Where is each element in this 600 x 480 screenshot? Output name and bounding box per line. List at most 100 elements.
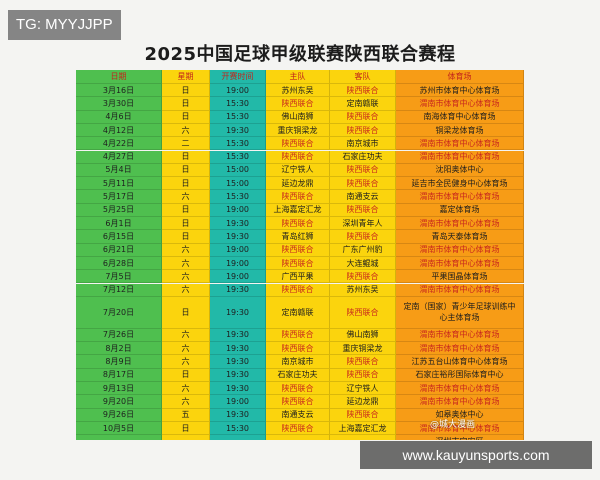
venue-cell: 渭南市体育中心体育场	[396, 137, 524, 151]
weekday-cell: 日	[162, 203, 210, 217]
date-cell: 6月15日	[76, 230, 162, 244]
time-cell: 19:00	[210, 243, 266, 257]
away-team-cell: 苏州东吴	[330, 283, 396, 297]
weekday-cell: 日	[162, 217, 210, 231]
table-row: 4月12日六 19:30 重庆铜梁龙 陕西联合 铜梁龙体育场	[76, 123, 524, 138]
home-team-cell: 苏州东吴	[266, 84, 330, 98]
away-team-cell: 陕西联合	[330, 296, 396, 329]
time-cell: 15:30	[210, 97, 266, 111]
home-team-cell: 石家庄功夫	[266, 368, 330, 382]
table-row: 4月27日日 15:30 陕西联合 石家庄功夫 渭南市体育中心体育场	[76, 150, 524, 164]
home-team-cell: 陕西联合	[266, 97, 330, 111]
table-row: 7月20日日 19:30 定南赣联 陕西联合 定南（国家）青少年足球训练中心主体育场	[76, 296, 524, 329]
home-team-cell	[266, 435, 330, 440]
away-team-cell: 延边龙鼎	[330, 395, 396, 409]
date-cell: 4月22日	[76, 137, 162, 151]
date-cell: 7月20日	[76, 296, 162, 329]
time-cell: 15:00	[210, 163, 266, 178]
venue-cell: 渭南市体育中心体育场	[396, 150, 524, 164]
weekday-cell: 六	[162, 270, 210, 284]
home-team-cell: 南京城市	[266, 355, 330, 369]
table-row: 9月13日六 19:30 陕西联合 辽宁铁人 渭南市体育中心体育场	[76, 382, 524, 396]
time-cell: 19:30	[210, 283, 266, 297]
venue-cell: 渭南市体育中心体育场	[396, 190, 524, 204]
away-team-cell	[330, 435, 396, 440]
home-team-cell: 陕西联合	[266, 256, 330, 271]
home-team-cell: 陕西联合	[266, 217, 330, 231]
venue-cell: 渭南市体育中心体育场	[396, 217, 524, 231]
away-team-cell: 南通支云	[330, 190, 396, 204]
weekday-cell: 六	[162, 283, 210, 297]
table-row: 8月17日日 19:30 石家庄功夫 陕西联合 石家庄裕彤国际体育中心	[76, 368, 524, 382]
away-team-cell: 陕西联合	[330, 230, 396, 244]
table-row: 6月1日日 19:30 陕西联合 深圳青年人 渭南市体育中心体育场	[76, 217, 524, 231]
time-cell: 19:00	[210, 84, 266, 98]
weekday-cell: 日	[162, 163, 210, 178]
away-team-cell: 陕西联合	[330, 270, 396, 284]
weekday-cell: 日	[162, 421, 210, 436]
table-row: 5月4日日 15:00 辽宁铁人 陕西联合 沈阳奥体中心	[76, 163, 524, 178]
weekday-cell: 五	[162, 408, 210, 422]
date-cell: 10月5日	[76, 421, 162, 436]
away-team-cell: 佛山南狮	[330, 328, 396, 343]
home-team-cell: 延边龙鼎	[266, 177, 330, 191]
date-cell: 3月30日	[76, 97, 162, 111]
date-cell: 6月1日	[76, 217, 162, 231]
table-row: 8月9日六 19:30 南京城市 陕西联合 江苏五台山体育中心体育场	[76, 355, 524, 369]
weekday-cell: 六	[162, 123, 210, 138]
table-row: 7月12日六 19:30 陕西联合 苏州东吴 渭南市体育中心体育场	[76, 283, 524, 297]
venue-cell: 铜梁龙体育场	[396, 123, 524, 138]
date-cell: 5月17日	[76, 190, 162, 204]
date-cell: 6月21日	[76, 243, 162, 257]
time-cell: 19:30	[210, 217, 266, 231]
schedule-title: 2025中国足球甲级联赛陕西联合赛程	[144, 44, 456, 65]
weekday-cell: 六	[162, 256, 210, 271]
home-team-cell: 陕西联合	[266, 328, 330, 343]
date-cell: 8月17日	[76, 368, 162, 382]
venue-cell: 青岛天泰体育场	[396, 230, 524, 244]
time-cell: 19:30	[210, 382, 266, 396]
home-team-cell: 陕西联合	[266, 283, 330, 297]
weekday-cell: 六	[162, 328, 210, 343]
weekday-cell: 日	[162, 97, 210, 111]
away-team-cell: 重庆铜梁龙	[330, 342, 396, 356]
weekday-cell: 日	[162, 230, 210, 244]
date-cell: 9月20日	[76, 395, 162, 409]
venue-cell: 渭南市体育中心体育场	[396, 283, 524, 297]
time-cell: 19:30	[210, 408, 266, 422]
home-team-cell: 陕西联合	[266, 395, 330, 409]
weekday-cell: 二	[162, 137, 210, 151]
website-watermark: www.kauyunsports.com	[360, 441, 592, 469]
table-row: 3月16日日 19:00 苏州东吴 陕西联合 苏州市体育中心体育场	[76, 84, 524, 98]
column-header-weekday: 星期	[162, 70, 210, 84]
date-cell: 4月12日	[76, 123, 162, 138]
time-cell: 19:00	[210, 256, 266, 271]
column-header-date: 日期	[76, 70, 162, 84]
venue-cell: 渭南市体育中心体育场	[396, 97, 524, 111]
home-team-cell: 陕西联合	[266, 150, 330, 164]
home-team-cell: 陕西联合	[266, 342, 330, 356]
venue-cell: 渭南市体育中心体育场	[396, 421, 524, 436]
date-cell: 7月26日	[76, 328, 162, 343]
home-team-cell: 广西平果	[266, 270, 330, 284]
date-cell: 4月6日	[76, 110, 162, 124]
away-team-cell: 陕西联合	[330, 177, 396, 191]
away-team-cell: 定南赣联	[330, 97, 396, 111]
time-cell: 19:30	[210, 328, 266, 343]
weekday-cell: 日	[162, 177, 210, 191]
venue-cell: 渭南市体育中心体育场	[396, 395, 524, 409]
time-cell: 15:00	[210, 177, 266, 191]
away-team-cell: 大连鲲城	[330, 256, 396, 271]
date-cell: 3月16日	[76, 84, 162, 98]
table-row: 6月28日六 19:00 陕西联合 大连鲲城 渭南市体育中心体育场	[76, 256, 524, 271]
home-team-cell: 陕西联合	[266, 190, 330, 204]
venue-cell: 江苏五台山体育中心体育场	[396, 355, 524, 369]
venue-cell: 渭南市体育中心体育场	[396, 256, 524, 271]
home-team-cell: 辽宁铁人	[266, 163, 330, 178]
venue-cell: 沈阳奥体中心	[396, 163, 524, 178]
channel-watermark: TG: MYYJJPP	[8, 10, 121, 40]
weekday-cell: 六	[162, 395, 210, 409]
table-row: 7月5日六 19:00 广西平果 陕西联合 平果国晶体育场	[76, 270, 524, 284]
home-team-cell: 陕西联合	[266, 421, 330, 436]
weekday-cell: 日	[162, 296, 210, 329]
